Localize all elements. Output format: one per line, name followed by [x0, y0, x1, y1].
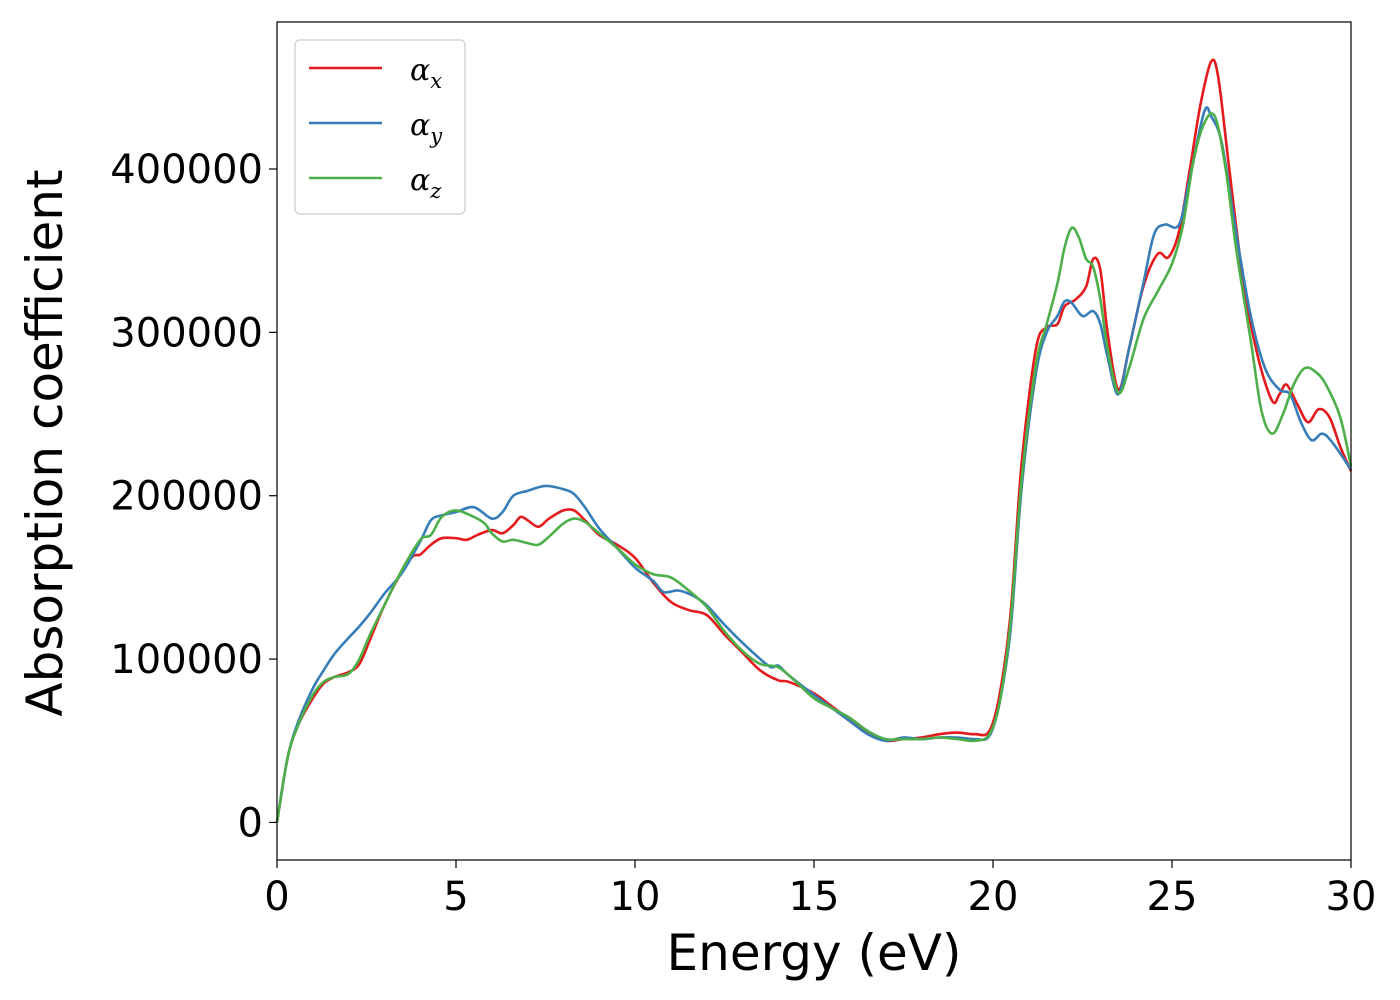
legend-subscript: y	[429, 124, 443, 148]
x-tick-label: 5	[443, 874, 468, 920]
legend-label-alpha-z: αz	[410, 163, 442, 203]
x-tick-label: 25	[1147, 874, 1198, 920]
series-line-alpha-x	[275, 58, 1353, 823]
series-line-alpha-z	[275, 112, 1353, 823]
y-axis-title: Absorption coefficient	[16, 169, 74, 716]
legend-label-alpha-y: αy	[410, 108, 443, 148]
y-tick-label: 300000	[110, 310, 263, 356]
x-tick-label: 15	[789, 874, 840, 920]
legend-symbol: α	[410, 53, 430, 88]
legend-symbol: α	[410, 108, 430, 143]
series-line-alpha-y	[275, 106, 1353, 823]
x-axis-title: Energy (eV)	[667, 924, 962, 982]
legend-label-alpha-x: αx	[410, 53, 442, 93]
x-tick-label: 20	[968, 874, 1019, 920]
legend-box	[294, 39, 466, 215]
x-axis-ticks: 0 5 10 15 20 25 30	[264, 860, 1376, 920]
y-axis-ticks: 0 100000 200000 300000 400000	[110, 147, 277, 846]
y-tick-label: 100000	[110, 637, 263, 683]
x-tick-label: 10	[610, 874, 661, 920]
y-tick-label: 0	[238, 800, 263, 846]
legend-symbol: α	[410, 163, 430, 198]
x-tick-label: 0	[264, 874, 289, 920]
y-tick-label: 200000	[110, 474, 263, 520]
legend-subscript: x	[430, 69, 442, 93]
series-layer	[275, 58, 1353, 823]
x-tick-label: 30	[1326, 874, 1377, 920]
y-tick-label: 400000	[110, 147, 263, 193]
legend-subscript: z	[429, 179, 442, 203]
